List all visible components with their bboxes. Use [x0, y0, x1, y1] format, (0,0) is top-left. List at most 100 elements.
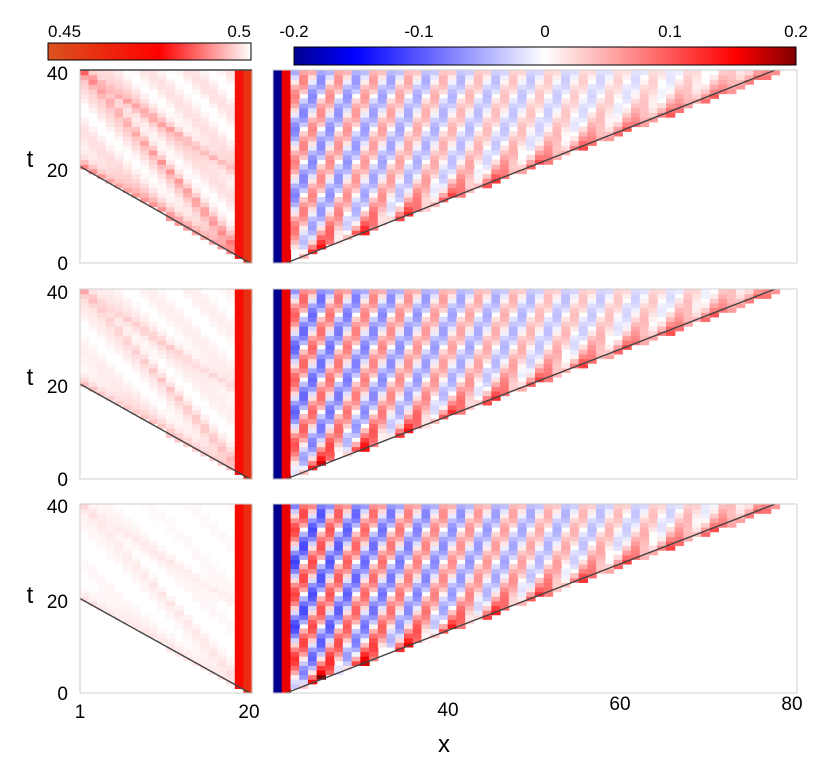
heatmap-cell [316, 145, 326, 151]
heatmap-cell [123, 302, 133, 309]
heatmap-cell [473, 112, 484, 118]
heatmap-cell [517, 596, 527, 602]
heatmap-cell [273, 154, 283, 161]
heatmap-cell [421, 102, 431, 109]
heatmap-cell [209, 596, 219, 602]
heatmap-cell [234, 84, 244, 90]
heatmap-cell [273, 98, 283, 104]
heatmap-cell [234, 358, 244, 364]
heatmap-cell [482, 358, 492, 364]
heatmap-cell [307, 372, 318, 378]
heatmap-cell [325, 168, 335, 175]
heatmap-cell [183, 563, 193, 570]
heatmap-cell [604, 98, 615, 104]
heatmap-cell [421, 409, 431, 415]
heatmap-cell [613, 321, 623, 327]
heatmap-cell [334, 628, 344, 634]
heatmap-cell [412, 545, 423, 551]
heatmap-cell [243, 605, 253, 611]
heatmap-cell [674, 504, 685, 510]
heatmap-cell [316, 298, 326, 304]
heatmap-cell [243, 414, 253, 420]
heatmap-cell [243, 554, 253, 560]
heatmap-cell [683, 88, 693, 95]
heatmap-cell [183, 173, 193, 179]
heatmap-cell [386, 536, 396, 542]
heatmap-cell [395, 344, 405, 350]
heatmap-cell [456, 74, 466, 81]
heatmap-cell [430, 531, 440, 537]
heatmap-cell [631, 326, 641, 332]
heatmap-cell [97, 381, 107, 387]
heatmap-cell [535, 98, 545, 104]
heatmap-cell [191, 656, 201, 662]
heatmap-cell [552, 70, 562, 76]
heatmap-cell [209, 381, 219, 387]
heatmap-cell [148, 554, 158, 560]
heatmap-cell [430, 353, 440, 360]
heatmap-cell [430, 563, 440, 570]
heatmap-cell [166, 121, 176, 128]
heatmap-cell [552, 582, 562, 588]
heatmap-cell [123, 326, 133, 332]
heatmap-cell [157, 197, 167, 203]
heatmap-cell [166, 131, 176, 137]
heatmap-cell [604, 321, 615, 327]
heatmap-cell [395, 628, 405, 634]
heatmap-cell [325, 656, 335, 662]
heatmap-cell [316, 244, 326, 250]
heatmap-cell [482, 390, 492, 397]
heatmap-cell [561, 293, 571, 299]
heatmap-cell [334, 302, 344, 309]
heatmap-cell [157, 633, 167, 639]
heatmap-cell [105, 395, 115, 401]
heatmap-cell [307, 187, 318, 193]
heatmap-cell [299, 112, 309, 118]
heatmap-cell [105, 168, 115, 175]
heatmap-cell [465, 377, 475, 383]
heatmap-cell [491, 568, 501, 574]
heatmap-cell [209, 182, 219, 189]
heatmap-cell [430, 173, 440, 179]
heatmap-cell [508, 577, 519, 583]
heatmap-cell [148, 633, 158, 639]
heatmap-cell [226, 206, 236, 212]
heatmap-cell [243, 536, 253, 542]
heatmap-cell [131, 330, 141, 336]
heatmap-cell [369, 418, 379, 424]
heatmap-cell [88, 289, 98, 295]
heatmap-cell [473, 135, 484, 142]
heatmap-cell [80, 377, 90, 383]
heatmap-cell [552, 554, 562, 560]
heatmap-cell [377, 522, 388, 528]
heatmap-cell [438, 573, 449, 579]
heatmap-cell [131, 358, 141, 364]
heatmap-cell [97, 335, 107, 341]
heatmap-cell [114, 326, 124, 332]
heatmap-cell [351, 335, 361, 341]
heatmap-cell [508, 531, 519, 537]
heatmap-cell [290, 455, 300, 462]
heatmap-cell [473, 159, 484, 165]
heatmap-cell [369, 568, 379, 574]
heatmap-cell [377, 93, 388, 99]
colorbar-right-tick: 0.1 [658, 22, 682, 41]
heatmap-cell [377, 527, 388, 533]
heatmap-cell [508, 74, 519, 81]
heatmap-cell [243, 234, 253, 241]
heatmap-cell [386, 140, 396, 146]
heatmap-cell [316, 400, 326, 406]
heatmap-cell [307, 289, 318, 295]
heatmap-cell [369, 289, 379, 295]
heatmap-cell [473, 372, 484, 378]
heatmap-cell [377, 414, 388, 420]
heatmap-cell [191, 121, 201, 128]
heatmap-cell [234, 437, 244, 443]
heatmap-cell [316, 140, 326, 146]
heatmap-cell [438, 164, 449, 170]
heatmap-cell [613, 517, 623, 524]
heatmap-cell [456, 330, 466, 336]
heatmap-cell [447, 386, 457, 392]
heatmap-cell [105, 326, 115, 332]
heatmap-cell [123, 168, 133, 175]
